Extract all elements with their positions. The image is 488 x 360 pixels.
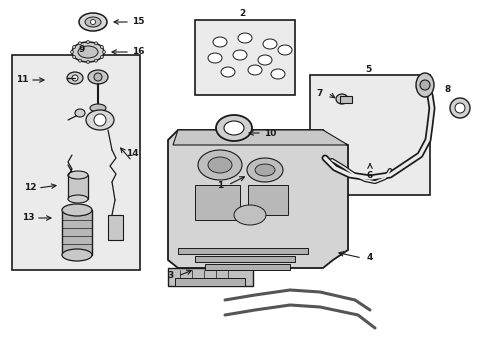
Ellipse shape — [221, 67, 235, 77]
Ellipse shape — [78, 46, 98, 58]
Ellipse shape — [86, 110, 114, 130]
Text: 3: 3 — [166, 271, 173, 280]
Bar — [195, 185, 240, 220]
Ellipse shape — [75, 109, 85, 117]
Bar — [178, 248, 307, 254]
Text: 5: 5 — [364, 64, 370, 73]
Ellipse shape — [68, 195, 88, 203]
Ellipse shape — [88, 70, 108, 84]
Text: 2: 2 — [238, 9, 244, 18]
Bar — [108, 215, 123, 240]
Text: 14: 14 — [125, 148, 138, 158]
Ellipse shape — [79, 13, 107, 31]
Circle shape — [79, 42, 81, 45]
Bar — [62, 210, 92, 255]
Circle shape — [73, 55, 76, 58]
Ellipse shape — [62, 204, 92, 216]
Text: 15: 15 — [131, 18, 144, 27]
Text: 9: 9 — [79, 45, 85, 54]
Text: 10: 10 — [263, 129, 276, 138]
Circle shape — [86, 40, 89, 44]
Circle shape — [100, 55, 103, 58]
Text: 6: 6 — [366, 171, 372, 180]
Text: 16: 16 — [131, 48, 144, 57]
Ellipse shape — [224, 121, 244, 135]
Polygon shape — [168, 130, 347, 268]
Ellipse shape — [90, 104, 106, 112]
Ellipse shape — [247, 65, 262, 75]
Text: 13: 13 — [21, 213, 34, 222]
Polygon shape — [173, 130, 347, 145]
Ellipse shape — [234, 205, 265, 225]
Circle shape — [73, 45, 76, 49]
Ellipse shape — [207, 157, 231, 173]
Circle shape — [100, 45, 103, 49]
Circle shape — [94, 73, 102, 81]
Ellipse shape — [216, 115, 251, 141]
Circle shape — [72, 75, 78, 81]
Ellipse shape — [232, 50, 246, 60]
Bar — [247, 185, 287, 215]
Ellipse shape — [335, 94, 347, 104]
Ellipse shape — [62, 249, 92, 261]
Circle shape — [94, 114, 106, 126]
Ellipse shape — [254, 164, 274, 176]
Circle shape — [94, 42, 97, 45]
Ellipse shape — [68, 171, 88, 179]
Ellipse shape — [258, 55, 271, 65]
Bar — [195, 20, 294, 95]
Circle shape — [70, 50, 73, 54]
Ellipse shape — [207, 53, 222, 63]
Ellipse shape — [67, 72, 83, 84]
Ellipse shape — [263, 39, 276, 49]
Ellipse shape — [246, 158, 283, 182]
Circle shape — [90, 19, 95, 24]
Circle shape — [102, 50, 105, 54]
Circle shape — [79, 59, 81, 62]
Text: 12: 12 — [24, 184, 36, 193]
Bar — [204, 264, 289, 270]
Bar — [309, 75, 429, 195]
Circle shape — [449, 98, 469, 118]
Bar — [68, 175, 88, 199]
Ellipse shape — [213, 37, 226, 47]
Ellipse shape — [278, 45, 291, 55]
Text: 7: 7 — [316, 89, 323, 98]
Text: 11: 11 — [16, 76, 28, 85]
Text: 4: 4 — [366, 253, 372, 262]
Ellipse shape — [238, 33, 251, 43]
Ellipse shape — [270, 69, 285, 79]
Bar — [175, 278, 244, 286]
Circle shape — [454, 103, 464, 113]
Bar — [339, 96, 351, 103]
Bar — [195, 256, 294, 262]
Ellipse shape — [72, 42, 104, 62]
Bar — [12, 55, 140, 270]
Circle shape — [419, 80, 429, 90]
Text: 8: 8 — [444, 85, 450, 94]
Ellipse shape — [415, 73, 433, 97]
Circle shape — [94, 59, 97, 62]
Ellipse shape — [198, 150, 242, 180]
Circle shape — [86, 60, 89, 63]
Text: 1: 1 — [217, 180, 223, 189]
Ellipse shape — [85, 17, 101, 27]
Bar — [168, 268, 252, 286]
